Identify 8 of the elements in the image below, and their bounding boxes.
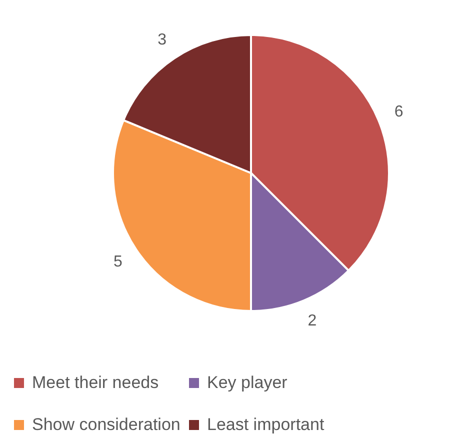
legend-label: Meet their needs: [32, 373, 159, 393]
legend-label: Least important: [207, 415, 324, 435]
legend-label: Key player: [207, 373, 288, 393]
legend-label: Show consideration: [32, 415, 180, 435]
data-label: 3: [158, 31, 167, 48]
data-label: 6: [394, 103, 404, 120]
data-label: 5: [114, 253, 123, 270]
data-label: 2: [308, 312, 317, 330]
